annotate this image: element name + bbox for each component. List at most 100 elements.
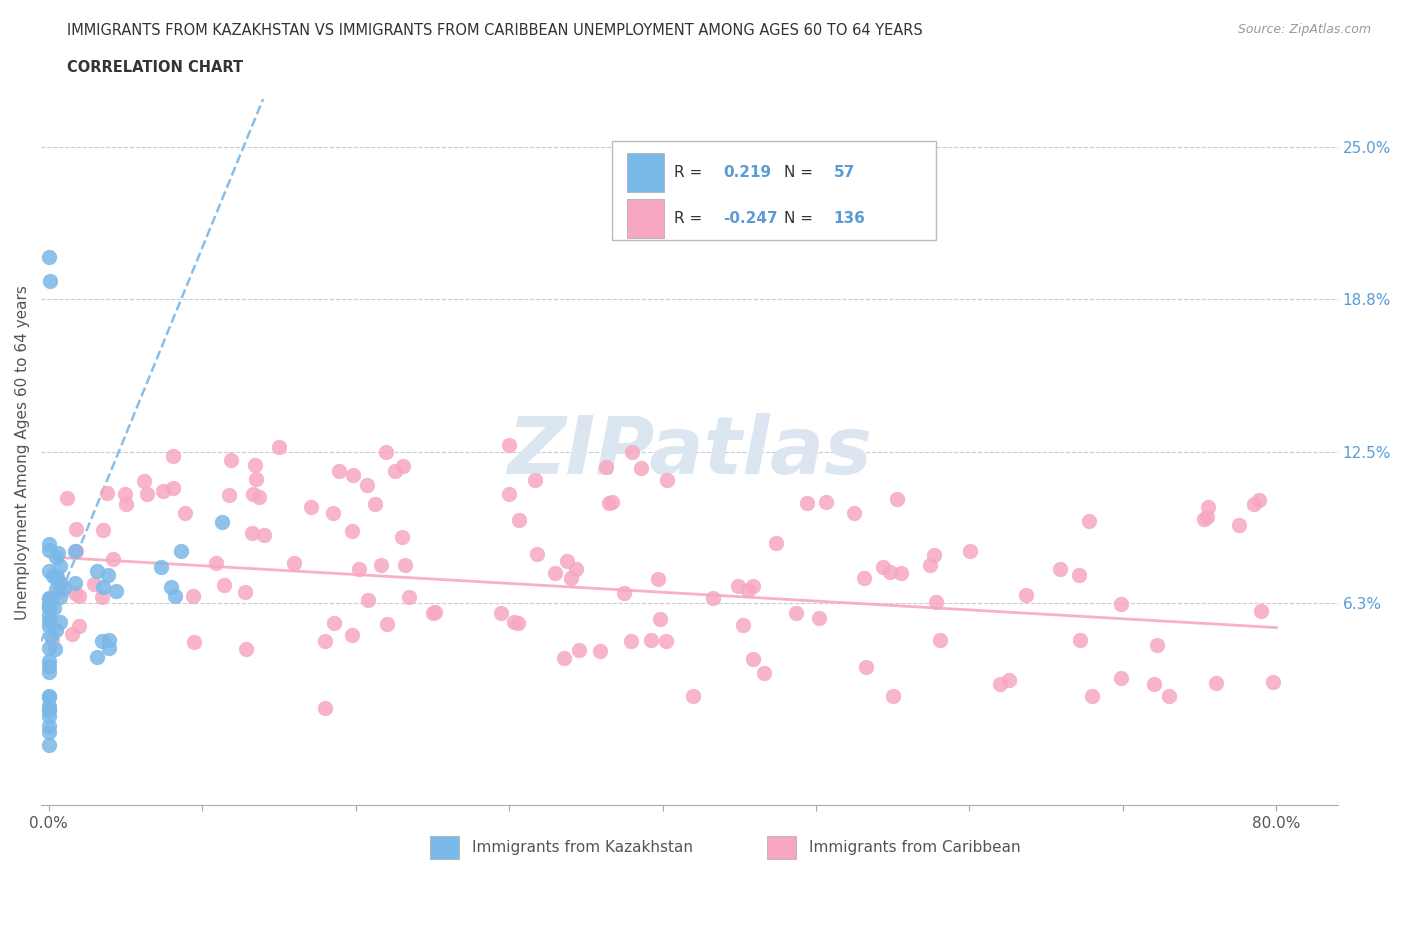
- Point: [97, 632, 120, 647]
- Point: [267, 440, 290, 455]
- Point: [363, 496, 385, 511]
- Point: [240, 525, 263, 540]
- Point: [65, 522, 87, 537]
- Point: [600, 495, 623, 510]
- Point: [38, 543, 60, 558]
- Point: [65, 544, 87, 559]
- Point: [613, 585, 636, 600]
- Point: [1205, 675, 1227, 690]
- Point: [498, 437, 520, 452]
- Point: [96, 485, 118, 500]
- Point: [752, 666, 775, 681]
- Text: R =: R =: [673, 166, 707, 180]
- Point: [103, 551, 125, 566]
- Point: [785, 605, 807, 620]
- Point: [181, 589, 204, 604]
- Point: [765, 536, 787, 551]
- Point: [879, 565, 901, 579]
- Point: [86, 564, 108, 578]
- Point: [38, 709, 60, 724]
- Point: [46, 569, 69, 584]
- Point: [1227, 518, 1250, 533]
- Point: [422, 605, 444, 620]
- Point: [90, 590, 112, 604]
- Point: [63, 576, 86, 591]
- Point: [1015, 588, 1038, 603]
- Point: [648, 611, 671, 626]
- Bar: [627, 199, 664, 238]
- Point: [508, 512, 530, 527]
- Text: CORRELATION CHART: CORRELATION CHART: [67, 60, 243, 75]
- Point: [91, 579, 114, 594]
- Point: [218, 487, 240, 502]
- Point: [882, 688, 904, 703]
- Point: [283, 556, 305, 571]
- Point: [38, 600, 60, 615]
- Point: [52, 580, 75, 595]
- Point: [173, 506, 195, 521]
- Point: [1250, 604, 1272, 618]
- Point: [45, 582, 67, 597]
- Point: [149, 560, 172, 575]
- Point: [46, 545, 69, 560]
- Bar: [768, 836, 796, 858]
- Point: [1197, 500, 1219, 515]
- Point: [245, 457, 267, 472]
- Point: [1069, 632, 1091, 647]
- Point: [38, 738, 60, 753]
- Point: [1247, 493, 1270, 508]
- Text: Immigrants from Caribbean: Immigrants from Caribbean: [808, 840, 1021, 855]
- Point: [183, 634, 205, 649]
- Point: [253, 527, 276, 542]
- Point: [67, 618, 90, 633]
- Point: [727, 578, 749, 593]
- Point: [568, 643, 591, 658]
- Point: [1109, 597, 1132, 612]
- Point: [598, 496, 620, 511]
- Point: [90, 633, 112, 648]
- Point: [38, 618, 60, 633]
- Point: [356, 477, 378, 492]
- Point: [524, 472, 547, 487]
- Point: [322, 506, 344, 521]
- Point: [38, 665, 60, 680]
- Point: [544, 565, 567, 580]
- Point: [737, 582, 759, 597]
- Point: [1077, 514, 1099, 529]
- Point: [105, 584, 128, 599]
- Point: [808, 611, 831, 626]
- Point: [314, 700, 336, 715]
- Point: [42, 569, 65, 584]
- Point: [115, 497, 138, 512]
- Point: [357, 593, 380, 608]
- Point: [56, 490, 79, 505]
- Point: [872, 560, 894, 575]
- Point: [398, 590, 420, 604]
- Point: [49, 576, 72, 591]
- Point: [98, 640, 121, 655]
- Point: [38, 688, 60, 703]
- Point: [212, 578, 235, 592]
- Point: [162, 481, 184, 496]
- Point: [560, 570, 582, 585]
- Point: [347, 562, 370, 577]
- Point: [796, 496, 818, 511]
- Point: [38, 599, 60, 614]
- Text: IMMIGRANTS FROM KAZAKHSTAN VS IMMIGRANTS FROM CARIBBEAN UNEMPLOYMENT AMONG AGES : IMMIGRANTS FROM KAZAKHSTAN VS IMMIGRANTS…: [67, 23, 924, 38]
- Point: [38, 564, 60, 578]
- Point: [815, 495, 838, 510]
- Point: [233, 585, 256, 600]
- Point: [647, 572, 669, 587]
- Point: [45, 570, 67, 585]
- Point: [41, 631, 63, 646]
- Point: [65, 544, 87, 559]
- Point: [97, 567, 120, 582]
- Point: [152, 484, 174, 498]
- Point: [247, 489, 270, 504]
- Point: [38, 641, 60, 656]
- Point: [375, 617, 398, 631]
- Point: [38, 689, 60, 704]
- Point: [49, 559, 72, 574]
- Point: [1197, 509, 1219, 524]
- Point: [242, 486, 264, 501]
